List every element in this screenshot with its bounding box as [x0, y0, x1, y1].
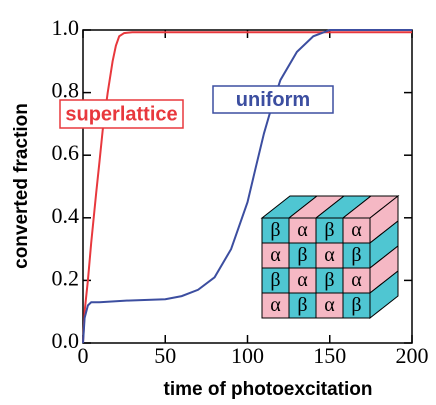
x-tick-label: 200 [396, 343, 429, 368]
y-tick-label: 1.0 [52, 15, 80, 40]
cube-cell-label: α [297, 219, 308, 241]
x-tick-label: 100 [231, 343, 264, 368]
inset-cube: β α β αα β α ββ α β αα β α β [260, 194, 400, 320]
series-label-box [212, 85, 334, 114]
series-line [82, 31, 412, 344]
cube-cell [342, 267, 371, 294]
y-tick-label: 0.4 [52, 203, 80, 228]
cube-cell-label: β [324, 269, 334, 291]
cube-cell-label: α [351, 269, 362, 291]
cube-cell-label: β [351, 294, 361, 316]
series-label: uniform [236, 89, 310, 111]
cube-cell-label: α [351, 219, 362, 241]
cube-cell-label: α [324, 294, 335, 316]
cube-cell-label: α [324, 244, 335, 266]
y-tick-label: 0.6 [52, 140, 80, 165]
cube-cell-label: α [270, 294, 281, 316]
series-label-box [59, 99, 184, 129]
cube-cell [288, 242, 317, 269]
y-tick-label: 0.0 [52, 328, 80, 353]
y-tick-label: 0.2 [52, 265, 80, 290]
cube-cell-label: β [351, 244, 361, 266]
x-axis-label: time of photoexcitation [164, 379, 373, 400]
cube-cell [342, 292, 371, 319]
x-tick-label: 50 [154, 343, 176, 368]
y-axis-label: converted fraction [11, 103, 32, 269]
y-tick-label: 0.8 [52, 78, 80, 103]
cube-cell-label: β [270, 219, 280, 241]
cube-cell [315, 292, 344, 319]
series-line [82, 29, 412, 344]
cube-cell [261, 242, 290, 269]
x-tick-label: 0 [78, 343, 89, 368]
cube-cell-label: β [324, 219, 334, 241]
cube-cell [342, 217, 371, 244]
x-tick-label: 150 [313, 343, 346, 368]
cube-cell [288, 267, 317, 294]
cube-cell-label: β [270, 269, 280, 291]
cube-cell-label: α [297, 269, 308, 291]
cube-cell [342, 242, 371, 269]
cube-cell [315, 217, 344, 244]
cube-cell [261, 292, 290, 319]
cube-cell [288, 217, 317, 244]
cube-cell [315, 242, 344, 269]
cube-cell-label: β [297, 294, 307, 316]
series-label: superlattice [65, 103, 177, 125]
cube-cell-label: β [297, 244, 307, 266]
cube-cell-label: α [270, 244, 281, 266]
cube-cell [288, 292, 317, 319]
